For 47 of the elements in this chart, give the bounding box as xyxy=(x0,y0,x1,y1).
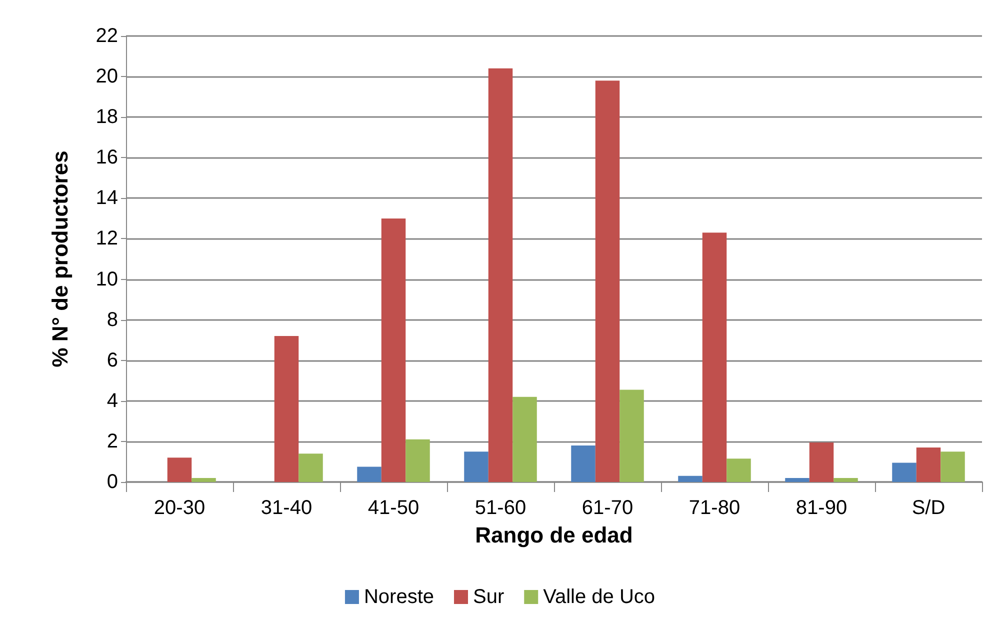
x-axis-title: Rango de edad xyxy=(475,522,633,548)
legend-label: Noreste xyxy=(364,586,434,608)
bar xyxy=(512,396,537,482)
legend-label: Valle de Uco xyxy=(543,586,656,608)
bar xyxy=(192,478,216,482)
x-tick-label: 81-90 xyxy=(796,497,848,519)
y-tick-label: 12 xyxy=(96,228,118,250)
y-tick-label: 0 xyxy=(106,471,118,493)
bar xyxy=(620,390,644,482)
bar xyxy=(834,478,858,482)
bar xyxy=(167,458,192,482)
x-tick-label: 41-50 xyxy=(368,497,420,519)
x-tick-label: 51-60 xyxy=(474,497,526,519)
bar xyxy=(406,439,430,482)
bar xyxy=(809,442,834,482)
y-tick-label: 14 xyxy=(96,187,118,210)
y-tick-label: 20 xyxy=(96,66,118,88)
bar xyxy=(595,80,620,482)
y-tick-label: 8 xyxy=(106,308,118,331)
bar xyxy=(298,454,323,482)
bar xyxy=(892,462,916,482)
x-tick-label: 20-30 xyxy=(154,497,206,519)
x-tick-label: S/D xyxy=(912,497,946,519)
bar xyxy=(571,446,596,482)
bar xyxy=(916,448,941,482)
y-tick-label: 10 xyxy=(96,268,118,290)
bar xyxy=(274,336,299,482)
bar xyxy=(381,218,406,482)
bar xyxy=(357,466,382,482)
y-tick-label: 22 xyxy=(96,25,118,47)
bar xyxy=(702,232,727,482)
y-axis-title: % N° de productores xyxy=(48,150,72,368)
x-tick-label: 71-80 xyxy=(688,497,740,519)
y-tick-label: 4 xyxy=(106,390,118,412)
bar xyxy=(940,452,965,482)
x-tick-label: 31-40 xyxy=(260,497,312,519)
bar xyxy=(488,68,513,482)
x-tick-label: 61-70 xyxy=(582,497,634,519)
bar xyxy=(726,458,751,482)
bar xyxy=(678,476,702,482)
y-tick-label: 6 xyxy=(106,349,118,372)
bar xyxy=(464,452,488,482)
y-tick-label: 18 xyxy=(96,106,118,128)
bar xyxy=(785,478,810,482)
y-tick-label: 2 xyxy=(106,430,118,452)
y-tick-label: 16 xyxy=(96,146,118,169)
legend-label: Sur xyxy=(472,586,504,608)
